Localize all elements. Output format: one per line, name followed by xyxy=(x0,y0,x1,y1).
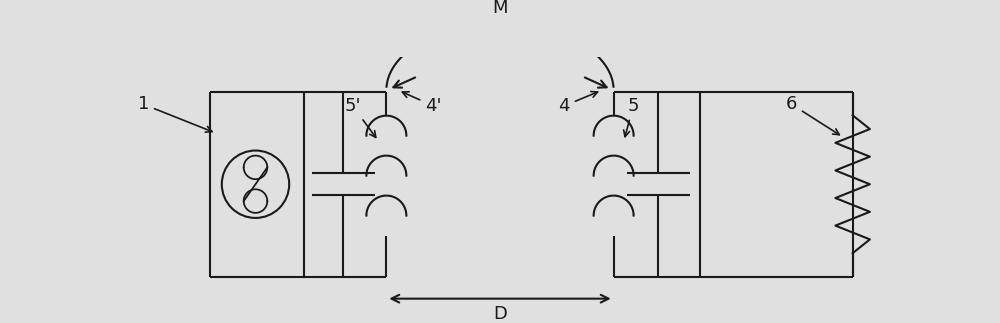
Text: 6: 6 xyxy=(786,95,839,135)
Text: M: M xyxy=(492,0,508,17)
Text: 4': 4' xyxy=(402,92,442,115)
Text: 5: 5 xyxy=(624,97,639,137)
Text: D: D xyxy=(493,305,507,323)
Text: 4: 4 xyxy=(559,91,598,115)
Text: 1: 1 xyxy=(138,95,212,132)
Text: 5': 5' xyxy=(344,97,376,137)
